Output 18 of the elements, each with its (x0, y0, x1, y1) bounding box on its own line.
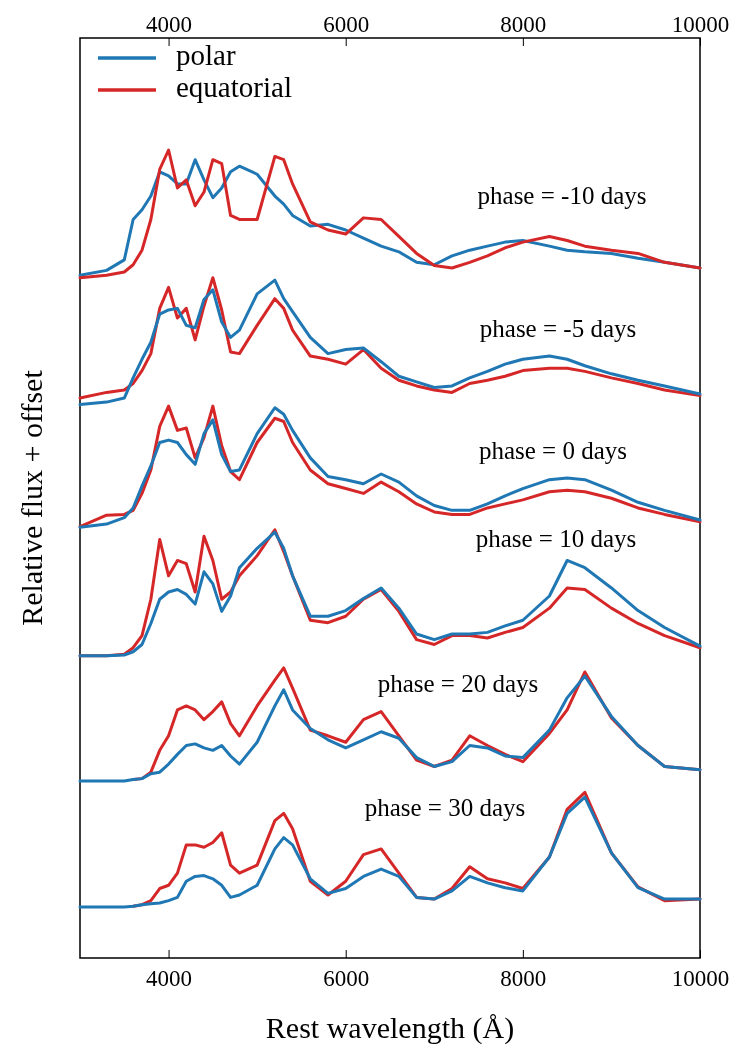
x2-tick-label: 4000 (146, 12, 193, 37)
legend-label: polar (176, 38, 236, 71)
annotation: phase = 10 days (475, 524, 637, 552)
annotation: phase = 20 days (377, 669, 539, 697)
x2-tick-label: 8000 (500, 12, 547, 37)
x2-tick-label: 10000 (671, 12, 730, 37)
x-axis-title: Rest wavelength (Å) (265, 1011, 515, 1045)
x-tick-label: 6000 (323, 966, 370, 992)
x-tick-label: 8000 (500, 966, 547, 992)
x-tick-label: 4000 (146, 966, 193, 992)
x-tick-label: 10000 (671, 966, 730, 992)
annotation: phase = 0 days (478, 436, 628, 464)
annotation: phase = -5 days (479, 314, 637, 342)
annotation: phase = -10 days (477, 181, 647, 209)
y-axis-title: Relative flux + offset (15, 369, 48, 626)
x2-tick-label: 6000 (323, 12, 370, 37)
annotation: phase = 30 days (364, 793, 526, 821)
legend-label: equatorial (176, 70, 292, 103)
